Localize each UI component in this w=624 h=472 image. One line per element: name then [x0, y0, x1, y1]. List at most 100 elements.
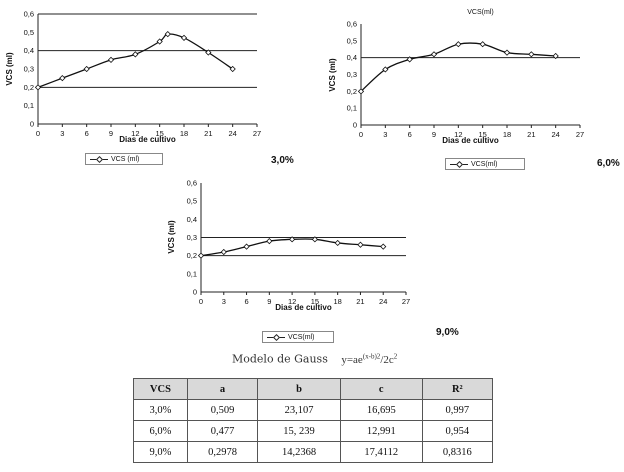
series-line	[360, 42, 556, 92]
data-point	[220, 248, 227, 256]
x-tick-label: 9	[109, 129, 113, 138]
data-point	[455, 41, 462, 48]
data-point	[266, 238, 273, 245]
data-point	[197, 252, 205, 259]
header-a: a	[186, 378, 259, 400]
data-point	[107, 56, 115, 63]
x-tick-label: 27	[576, 130, 584, 139]
data-point	[334, 239, 341, 247]
y-tick-label: 0,3	[24, 65, 34, 74]
y-tick-label: 0,1	[187, 269, 197, 278]
header-b: b	[257, 378, 341, 400]
table-cell: 23,107	[257, 399, 341, 421]
data-point	[205, 49, 212, 56]
x-tick-label: 18	[503, 130, 511, 139]
data-point	[479, 41, 486, 48]
legend-label-2: VCS(ml)	[471, 160, 498, 168]
x-tick-label: 9	[432, 130, 436, 139]
gauss-parameters-table: VCS a b c R² 3,0% 0,509 23,107 16,695 0,…	[133, 378, 494, 463]
y-axis-label: VCS (ml)	[167, 220, 176, 254]
x-tick-label: 0	[36, 129, 40, 138]
y-tick-label: 0,2	[347, 87, 357, 96]
y-tick-label: 0,3	[347, 70, 357, 79]
x-tick-label: 12	[131, 129, 139, 138]
x-tick-label: 21	[527, 130, 535, 139]
y-tick-label: 0,3	[187, 233, 197, 242]
y-tick-label: 0,5	[347, 36, 357, 45]
y-tick-label: 0,6	[347, 20, 357, 29]
table-cell: 0,2978	[186, 441, 259, 463]
header-c: c	[339, 378, 423, 400]
legend-chart-2: VCS(ml)	[445, 158, 525, 170]
gauss-title: Modelo de Gauss	[232, 352, 328, 366]
table-cell: 14,2368	[257, 441, 341, 463]
x-axis-label: Dias de cultivo	[119, 135, 176, 144]
y-tick-label: 0,4	[347, 53, 357, 62]
data-point	[382, 66, 389, 73]
data-point	[288, 236, 296, 243]
x-tick-label: 27	[402, 297, 410, 306]
x-tick-label: 3	[60, 129, 64, 138]
legend-marker-icon	[267, 336, 285, 338]
data-point	[552, 52, 559, 60]
data-point	[229, 65, 236, 73]
x-axis-label: Dias de cultivo	[442, 136, 499, 145]
data-point	[528, 51, 535, 58]
x-tick-label: 6	[85, 129, 89, 138]
y-tick-label: 0	[193, 288, 197, 297]
header-vcs: VCS	[133, 378, 188, 400]
y-tick-label: 0,5	[187, 197, 197, 206]
table-row: 3,0% 0,509 23,107 16,695 0,997	[133, 399, 494, 421]
x-tick-label: 12	[454, 130, 462, 139]
series-line	[37, 33, 234, 88]
y-axis-label: VCS (ml)	[328, 58, 337, 92]
table-cell: 0,997	[421, 399, 494, 421]
header-r2: R²	[421, 378, 494, 400]
y-tick-label: 0	[353, 121, 357, 130]
legend-marker-icon	[90, 158, 108, 160]
table-cell: 16,695	[339, 399, 423, 421]
label-3pct: 3,0%	[271, 155, 294, 166]
x-tick-label: 3	[383, 130, 387, 139]
label-9pct: 9,0%	[436, 327, 459, 338]
table-header-row: VCS a b c R²	[133, 378, 494, 400]
data-point	[380, 243, 387, 250]
y-tick-label: 0,5	[24, 28, 34, 37]
data-point	[180, 34, 188, 41]
legend-label-1: VCS (ml)	[111, 155, 140, 163]
y-axis-label: VCS (ml)	[5, 52, 14, 86]
y-tick-label: 0,2	[187, 251, 197, 260]
data-point	[311, 236, 319, 243]
table-cell: 0,509	[186, 399, 259, 421]
x-tick-label: 15	[311, 297, 319, 306]
y-tick-label: 0,1	[347, 104, 357, 113]
x-tick-label: 18	[180, 129, 188, 138]
data-point	[132, 51, 139, 58]
x-tick-label: 27	[253, 129, 261, 138]
legend-label-3: VCS(ml)	[288, 333, 315, 341]
x-tick-label: 21	[356, 297, 364, 306]
y-tick-label: 0,6	[24, 10, 34, 19]
data-point	[406, 56, 413, 63]
data-point	[357, 241, 364, 248]
gauss-model-caption: Modelo de Gauss y=ae(x-b)2/2c2	[232, 352, 397, 366]
data-point	[83, 65, 90, 73]
data-point	[156, 38, 163, 45]
legend-marker-icon	[450, 163, 468, 165]
y-tick-label: 0,4	[24, 46, 34, 55]
label-6pct: 6,0%	[597, 158, 620, 169]
x-tick-label: 3	[222, 297, 226, 306]
y-tick-label: 0,6	[187, 179, 197, 188]
data-point	[243, 243, 250, 250]
legend-chart-1: VCS (ml)	[85, 153, 163, 165]
x-tick-label: 9	[267, 297, 271, 306]
table-cell: 9,0%	[133, 441, 188, 463]
table-cell: 0,954	[421, 420, 494, 442]
table-cell: 12,991	[339, 420, 423, 442]
table-cell: 6,0%	[133, 420, 188, 442]
x-tick-label: 24	[228, 129, 236, 138]
gauss-equation: y=ae(x-b)2/2c2	[341, 352, 398, 366]
x-tick-label: 12	[288, 297, 296, 306]
data-point	[357, 88, 365, 95]
y-tick-label: 0,2	[24, 83, 34, 92]
